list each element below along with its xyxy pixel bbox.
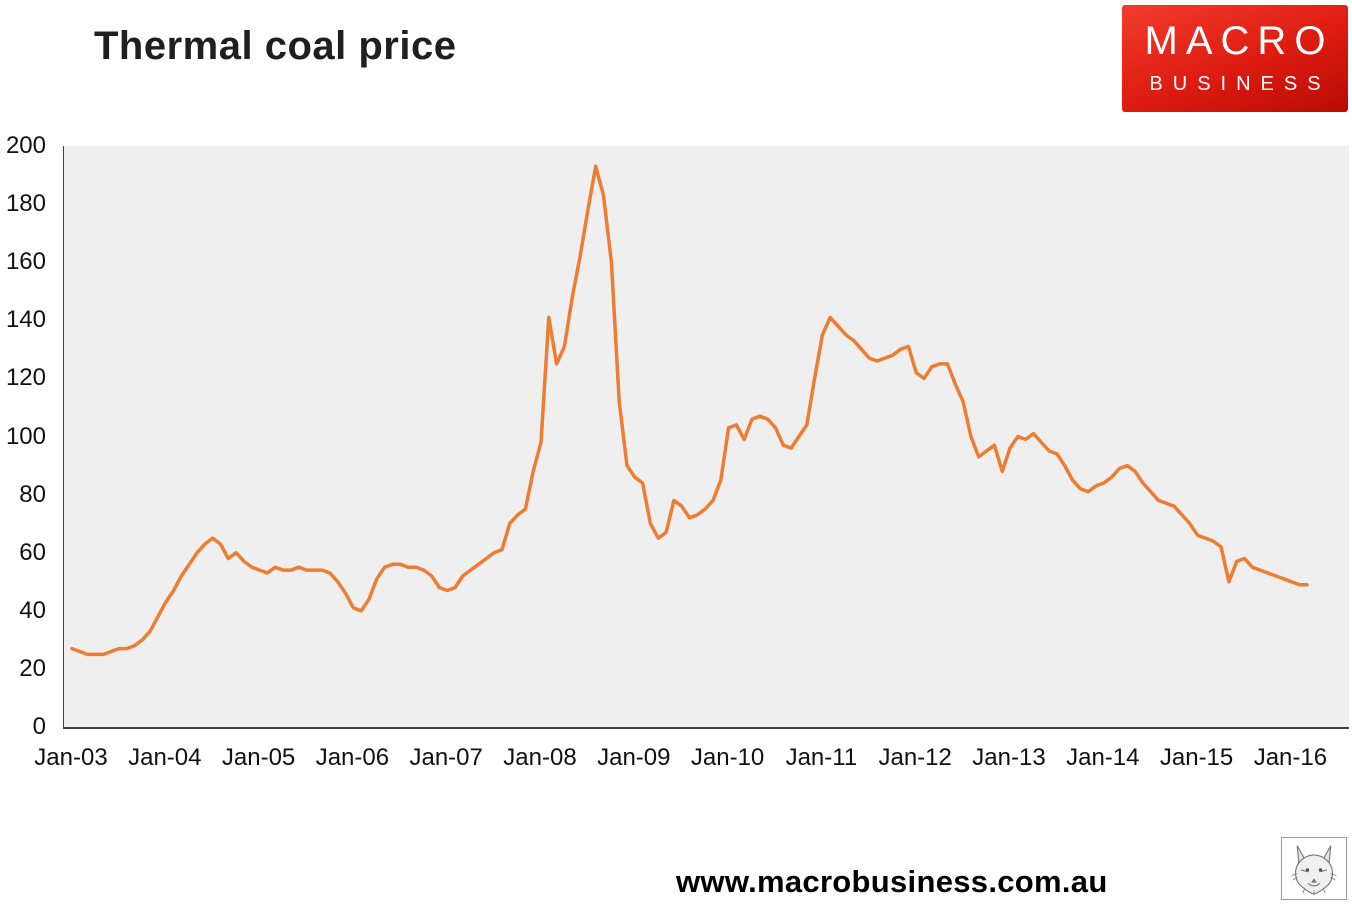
y-tick-label: 20 xyxy=(19,654,46,682)
x-tick-label: Jan-16 xyxy=(1253,744,1328,771)
x-tick-label: Jan-15 xyxy=(1159,744,1234,771)
footer-url: www.macrobusiness.com.au xyxy=(676,864,1108,899)
x-tick-label: Jan-04 xyxy=(128,744,202,771)
x-tick-label: Jan-11 xyxy=(785,744,858,771)
y-tick-label: 40 xyxy=(19,596,46,624)
x-tick-label: Jan-14 xyxy=(1066,744,1140,771)
wolf-icon xyxy=(1291,844,1337,895)
y-tick-label: 0 xyxy=(32,713,46,740)
chart-title: Thermal coal price xyxy=(94,24,457,68)
price-series-line xyxy=(70,164,1309,657)
x-tick-label: Jan-06 xyxy=(315,744,390,771)
x-tick-label: Jan-10 xyxy=(690,744,765,771)
y-tick-label: 60 xyxy=(19,538,46,566)
y-tick-label: 180 xyxy=(5,190,46,218)
y-tick-label: 140 xyxy=(5,306,46,334)
logo-text-macro: MACRO xyxy=(1144,19,1334,63)
y-tick-label: 160 xyxy=(5,248,46,276)
x-tick-label: Jan-05 xyxy=(221,744,296,771)
x-tick-label: Jan-03 xyxy=(34,744,108,771)
macrobusiness-logo: MACRO BUSINESS xyxy=(1122,5,1348,112)
x-tick-label: Jan-13 xyxy=(972,744,1046,771)
y-tick-label: 200 xyxy=(5,132,46,159)
chart-plot-area xyxy=(63,146,1349,729)
x-tick-label: Jan-07 xyxy=(409,744,483,771)
x-tick-label: Jan-09 xyxy=(597,744,671,771)
price-line-chart xyxy=(70,164,1309,657)
wolf-sketch-logo xyxy=(1281,837,1347,900)
y-tick-label: 100 xyxy=(5,422,46,450)
y-tick-label: 80 xyxy=(19,480,46,508)
x-tick-label: Jan-12 xyxy=(878,744,952,771)
logo-text-business: BUSINESS xyxy=(1149,73,1331,95)
y-tick-label: 120 xyxy=(5,364,46,392)
x-tick-label: Jan-08 xyxy=(503,744,577,771)
